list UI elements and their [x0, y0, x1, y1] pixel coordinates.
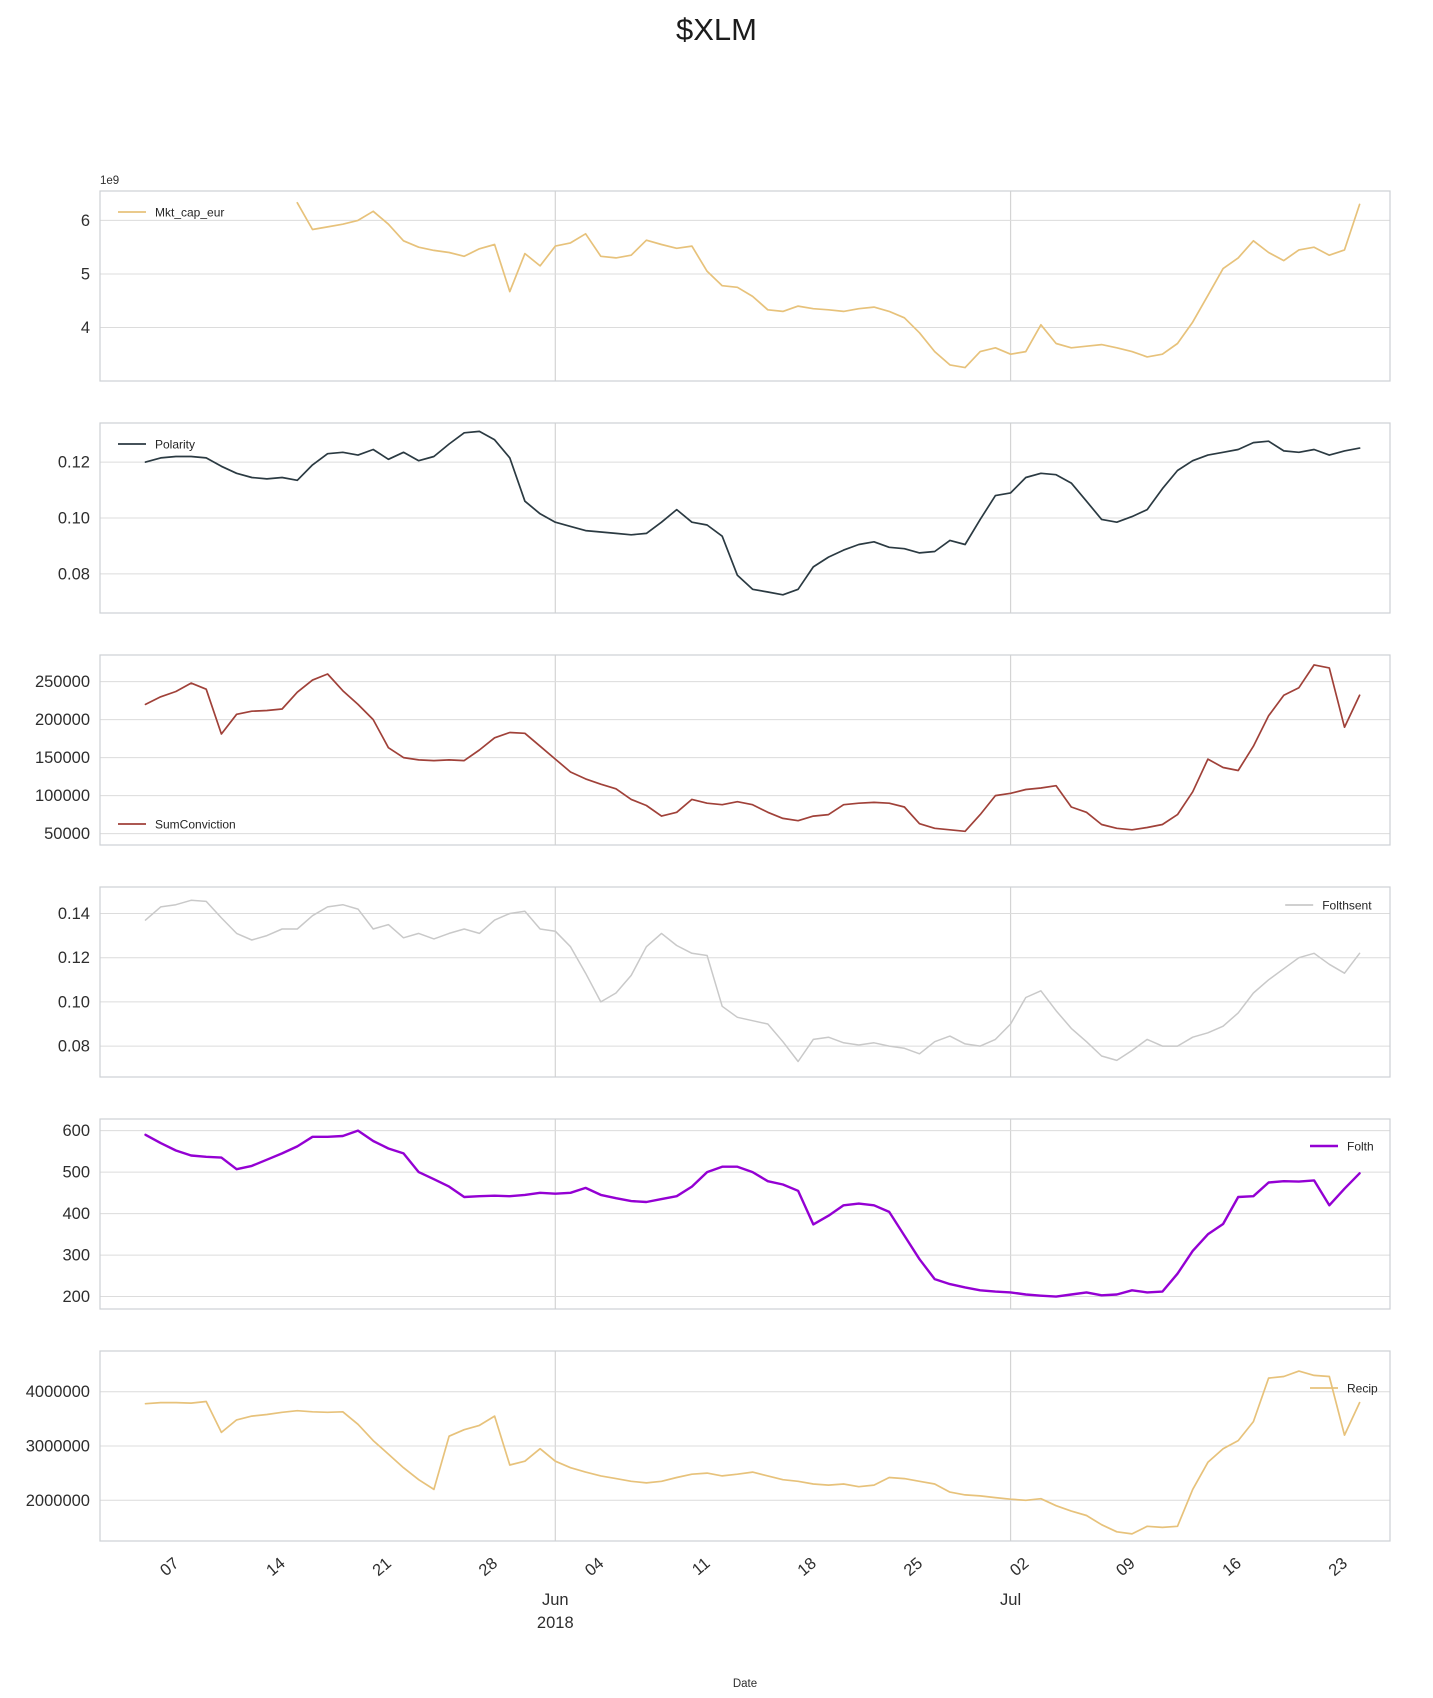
y-tick-label: 4	[81, 319, 90, 337]
axes-border	[99, 1350, 1391, 1542]
subplot-folthsent: 0.08 0.10 0.12 0.14 Folthsent	[58, 886, 1391, 1078]
series-line-folthsent	[144, 899, 1361, 1063]
series-line-polarity	[144, 430, 1361, 596]
legend-label: Recip	[1347, 1382, 1378, 1396]
axes-border	[99, 1118, 1391, 1310]
x-axis: 07 14 21 28 04 11 18 25 02 09 16 23 Jun 2018 Jul Date	[157, 1554, 1351, 1690]
x-tick-label: 09	[1113, 1554, 1139, 1580]
series-line-sumconviction	[144, 664, 1361, 833]
legend-sumconviction: SumConviction	[118, 818, 236, 832]
y-tick-label: 3000000	[26, 1438, 90, 1456]
y-tick-label: 5	[81, 265, 90, 283]
axes-border	[99, 886, 1391, 1078]
y-tick-label: 500	[62, 1164, 90, 1182]
legend-label: Mkt_cap_eur	[155, 206, 224, 220]
y-tick-label: 0.08	[58, 565, 90, 583]
series-line-mkt_cap_eur	[296, 201, 1361, 369]
month-label: Jul	[1000, 1591, 1021, 1609]
x-tick-label: 21	[369, 1554, 395, 1580]
legend-recip: Recip	[1310, 1382, 1378, 1396]
legend-label: SumConviction	[155, 818, 236, 832]
y-tick-label: 400	[62, 1205, 90, 1223]
subplot-recip: 2000000 3000000 4000000 Recip	[26, 1350, 1391, 1542]
axes-border	[99, 654, 1391, 846]
y-tick-label: 150000	[35, 749, 90, 767]
y-tick-label: 200000	[35, 711, 90, 729]
series-line-recip	[144, 1370, 1361, 1535]
y-tick-label: 200	[62, 1288, 90, 1306]
x-axis-title: Date	[733, 1678, 757, 1690]
plot-background	[100, 887, 1390, 1077]
y-tick-label: 6	[81, 212, 90, 230]
y-tick-label: 0.08	[58, 1038, 90, 1056]
y-tick-label: 0.10	[58, 993, 90, 1011]
x-tick-label: 16	[1219, 1554, 1245, 1580]
axis-offset-text: 1e9	[100, 175, 119, 187]
y-tick-label: 4000000	[26, 1383, 90, 1401]
y-tick-label: 50000	[44, 825, 90, 843]
x-tick-label: 04	[582, 1554, 608, 1580]
y-tick-label: 0.10	[58, 510, 90, 528]
x-tick-label: 25	[900, 1554, 926, 1580]
legend-folthsent: Folthsent	[1285, 899, 1372, 913]
legend-mkt_cap_eur: Mkt_cap_eur	[118, 206, 224, 220]
legend-label: Polarity	[155, 438, 195, 452]
y-tick-label: 600	[62, 1122, 90, 1140]
axes-border	[99, 190, 1391, 382]
subplot-folth: 200 300 400 500 600 Folth	[62, 1118, 1391, 1310]
plot-background	[100, 191, 1390, 381]
subplot-mkt_cap_eur: 4 5 6 1e9 Mkt_cap_eur	[81, 175, 1391, 382]
legend-label: Folthsent	[1322, 899, 1372, 913]
y-tick-label: 0.14	[58, 905, 90, 923]
x-tick-label: 07	[157, 1554, 183, 1580]
y-tick-label: 0.12	[58, 454, 90, 472]
legend-label: Folth	[1347, 1140, 1374, 1154]
y-tick-label: 300	[62, 1247, 90, 1265]
y-tick-label: 0.12	[58, 949, 90, 967]
subplot-polarity: 0.08 0.10 0.12 Polarity	[58, 422, 1391, 614]
x-tick-label: 23	[1325, 1554, 1351, 1580]
axes-border	[99, 422, 1391, 614]
x-tick-label: 14	[263, 1554, 289, 1580]
chart-title: $XLM	[676, 12, 757, 47]
legend-folth: Folth	[1310, 1140, 1374, 1154]
x-tick-label: 18	[794, 1554, 820, 1580]
legend-polarity: Polarity	[118, 438, 195, 452]
year-label: 2018	[537, 1614, 574, 1632]
y-tick-label: 2000000	[26, 1492, 90, 1510]
plot-background	[100, 655, 1390, 845]
y-tick-label: 250000	[35, 673, 90, 691]
x-tick-label: 02	[1007, 1554, 1033, 1580]
subplot-sumconviction: 50000 100000 150000 200000 250000 SumConvicti…	[35, 654, 1391, 846]
y-tick-label: 100000	[35, 787, 90, 805]
month-label: Jun	[542, 1591, 569, 1609]
x-tick-label: 28	[476, 1554, 502, 1580]
series-line-folth	[144, 1129, 1361, 1298]
x-tick-label: 11	[689, 1554, 714, 1579]
